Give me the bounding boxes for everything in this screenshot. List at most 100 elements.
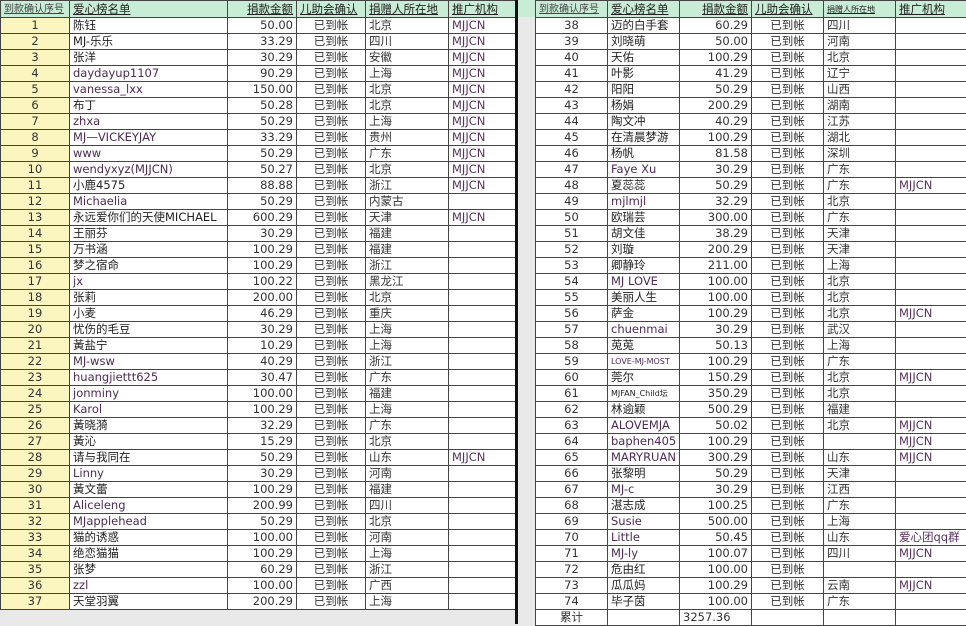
- seq-cell[interactable]: 17: [1, 274, 70, 290]
- name-cell[interactable]: 陈钰: [70, 18, 228, 34]
- name-cell[interactable]: 卿静玲: [608, 258, 680, 274]
- amount-cell[interactable]: 90.29: [228, 66, 297, 82]
- seq-cell[interactable]: 28: [1, 450, 70, 466]
- org-cell[interactable]: [449, 274, 518, 290]
- name-cell[interactable]: Michaelia: [70, 194, 228, 210]
- org-cell[interactable]: [896, 258, 966, 274]
- org-cell[interactable]: [449, 594, 518, 610]
- org-cell[interactable]: [896, 594, 966, 610]
- confirm-cell[interactable]: 已到帐: [297, 482, 366, 498]
- seq-cell[interactable]: 23: [1, 370, 70, 386]
- location-cell[interactable]: 河南: [366, 466, 449, 482]
- amount-cell[interactable]: 50.29: [228, 514, 297, 530]
- seq-cell[interactable]: 46: [536, 146, 608, 162]
- org-cell[interactable]: MJJCN: [896, 434, 966, 450]
- amount-cell[interactable]: 100.29: [680, 306, 752, 322]
- name-cell[interactable]: 布丁: [70, 98, 228, 114]
- seq-cell[interactable]: 9: [1, 146, 70, 162]
- location-cell[interactable]: 四川: [824, 18, 896, 34]
- amount-cell[interactable]: 50.29: [228, 194, 297, 210]
- location-cell[interactable]: 广东: [824, 354, 896, 370]
- amount-cell[interactable]: 300.00: [680, 210, 752, 226]
- amount-cell[interactable]: 30.29: [228, 226, 297, 242]
- org-cell[interactable]: [896, 322, 966, 338]
- amount-cell[interactable]: 41.29: [680, 66, 752, 82]
- name-cell[interactable]: 永远爱你们的天使MICHAEL: [70, 210, 228, 226]
- seq-cell[interactable]: 56: [536, 306, 608, 322]
- seq-cell[interactable]: 40: [536, 50, 608, 66]
- total-empty-cell[interactable]: [608, 610, 680, 626]
- seq-cell[interactable]: 12: [1, 194, 70, 210]
- amount-cell[interactable]: 50.02: [680, 418, 752, 434]
- confirm-cell[interactable]: 已到帐: [297, 466, 366, 482]
- org-cell[interactable]: [896, 354, 966, 370]
- amount-cell[interactable]: 100.29: [680, 354, 752, 370]
- org-cell[interactable]: MJJCN: [449, 50, 518, 66]
- location-cell[interactable]: 上海: [824, 514, 896, 530]
- location-cell[interactable]: 山东: [824, 530, 896, 546]
- name-cell[interactable]: 请与我同在: [70, 450, 228, 466]
- seq-cell[interactable]: 8: [1, 130, 70, 146]
- org-cell[interactable]: MJJCN: [896, 546, 966, 562]
- header-location[interactable]: 捐赠人所在地: [366, 1, 449, 18]
- seq-cell[interactable]: 25: [1, 402, 70, 418]
- amount-cell[interactable]: 100.29: [680, 50, 752, 66]
- location-cell[interactable]: 广东: [824, 162, 896, 178]
- name-cell[interactable]: 湛志成: [608, 498, 680, 514]
- location-cell[interactable]: 浙江: [366, 258, 449, 274]
- seq-cell[interactable]: 69: [536, 514, 608, 530]
- name-cell[interactable]: 张洋: [70, 50, 228, 66]
- seq-cell[interactable]: 72: [536, 562, 608, 578]
- confirm-cell[interactable]: 已到帐: [752, 594, 824, 610]
- amount-cell[interactable]: 60.29: [680, 18, 752, 34]
- org-cell[interactable]: [449, 386, 518, 402]
- seq-cell[interactable]: 31: [1, 498, 70, 514]
- amount-cell[interactable]: 100.29: [680, 578, 752, 594]
- confirm-cell[interactable]: 已到帐: [752, 514, 824, 530]
- name-cell[interactable]: 猫的诱惑: [70, 530, 228, 546]
- name-cell[interactable]: Aliceleng: [70, 498, 228, 514]
- confirm-cell[interactable]: 已到帐: [752, 482, 824, 498]
- seq-cell[interactable]: 47: [536, 162, 608, 178]
- confirm-cell[interactable]: 已到帐: [297, 514, 366, 530]
- name-cell[interactable]: ALOVEMJA: [608, 418, 680, 434]
- amount-cell[interactable]: 100.29: [228, 402, 297, 418]
- location-cell[interactable]: 内蒙古: [366, 194, 449, 210]
- location-cell[interactable]: 北京: [366, 82, 449, 98]
- org-cell[interactable]: [896, 162, 966, 178]
- amount-cell[interactable]: 30.29: [228, 322, 297, 338]
- location-cell[interactable]: 北京: [366, 434, 449, 450]
- location-cell[interactable]: 浙江: [366, 354, 449, 370]
- org-cell[interactable]: [896, 338, 966, 354]
- location-cell[interactable]: 深圳: [824, 146, 896, 162]
- name-cell[interactable]: 小鹿4575: [70, 178, 228, 194]
- confirm-cell[interactable]: 已到帐: [297, 594, 366, 610]
- name-cell[interactable]: Linny: [70, 466, 228, 482]
- confirm-cell[interactable]: 已到帐: [752, 322, 824, 338]
- location-cell[interactable]: 上海: [824, 258, 896, 274]
- location-cell[interactable]: 福建: [366, 242, 449, 258]
- seq-cell[interactable]: 2: [1, 34, 70, 50]
- name-cell[interactable]: 在清晨梦游: [608, 130, 680, 146]
- location-cell[interactable]: 重庆: [366, 306, 449, 322]
- location-cell[interactable]: 北京: [366, 162, 449, 178]
- amount-cell[interactable]: 50.29: [228, 146, 297, 162]
- location-cell[interactable]: 山东: [366, 450, 449, 466]
- org-cell[interactable]: 爱心团qq群: [896, 530, 966, 546]
- seq-cell[interactable]: 64: [536, 434, 608, 450]
- header-name[interactable]: 爱心榜名单: [608, 1, 680, 18]
- seq-cell[interactable]: 45: [536, 130, 608, 146]
- name-cell[interactable]: 张莉: [70, 290, 228, 306]
- confirm-cell[interactable]: 已到帐: [752, 562, 824, 578]
- seq-cell[interactable]: 39: [536, 34, 608, 50]
- amount-cell[interactable]: 100.00: [680, 594, 752, 610]
- location-cell[interactable]: 四川: [366, 498, 449, 514]
- amount-cell[interactable]: 100.00: [680, 274, 752, 290]
- confirm-cell[interactable]: 已到帐: [752, 210, 824, 226]
- seq-cell[interactable]: 10: [1, 162, 70, 178]
- seq-cell[interactable]: 54: [536, 274, 608, 290]
- org-cell[interactable]: [896, 402, 966, 418]
- seq-cell[interactable]: 62: [536, 402, 608, 418]
- org-cell[interactable]: [896, 146, 966, 162]
- org-cell[interactable]: [896, 514, 966, 530]
